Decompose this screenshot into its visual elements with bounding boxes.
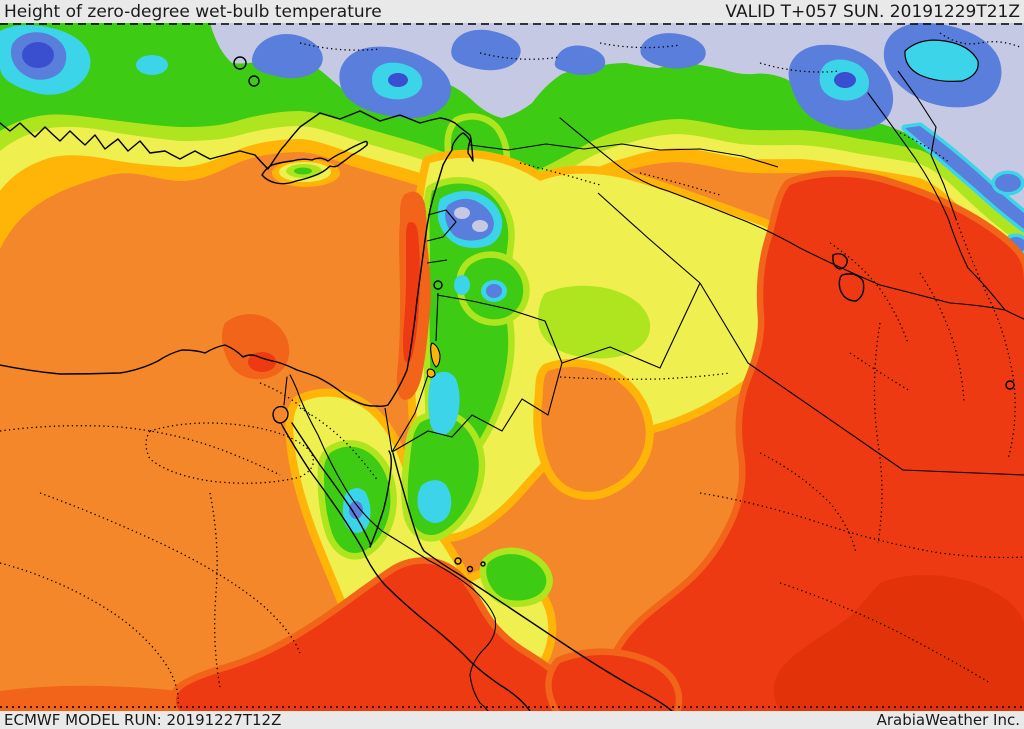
tiran-islet-1 [454, 557, 462, 565]
east-anatolia-navy-core [834, 72, 856, 88]
red-core-lebanon-coast [403, 222, 420, 363]
teal-midian-spot [417, 480, 452, 523]
dotted-saudi-4 [759, 452, 857, 554]
border-jordan-valley [435, 292, 439, 342]
dotted-jordan-saudi-east [559, 372, 731, 380]
band-green [0, 23, 1024, 230]
dotted-turkey-3 [599, 42, 681, 49]
dotted-iran-iraq [955, 218, 1016, 460]
tigris-river [867, 92, 1024, 320]
coastline-cyprus [261, 140, 368, 185]
border-lebanon [426, 209, 457, 264]
border-jordan-syria [436, 294, 563, 364]
dotted-egypt-1 [0, 425, 281, 476]
dotted-turkey-5 [899, 132, 951, 164]
north-band-stack [0, 23, 1024, 281]
border-iraq-saudi [699, 282, 1024, 476]
contour-map [0, 23, 1024, 711]
sea-of-galilee [433, 280, 443, 290]
dead-sea [426, 342, 441, 378]
zagros-blue-spot-1 [991, 170, 1024, 196]
euphrates-river [559, 117, 1006, 311]
dotted-sinai [299, 407, 379, 482]
gulf-of-suez-west-shore [282, 426, 531, 711]
dotted-saudi-2 [779, 582, 991, 684]
dotted-syria-2 [639, 172, 721, 196]
aegean-navy-core [22, 42, 54, 68]
dotted-turkey-2 [479, 52, 561, 60]
taurus-navy-core [388, 73, 408, 87]
central-anatolia-blue-1 [451, 29, 521, 71]
dotted-saudi-3 [873, 322, 883, 544]
tiran-islet-3 [480, 561, 486, 567]
dotted-turkey-4 [759, 62, 841, 73]
teal-judea-spot [428, 371, 460, 436]
suez-canal [280, 376, 288, 428]
cyprus-green-dot [294, 167, 312, 175]
lake-van [904, 39, 979, 82]
west-anatolia-cyan-spot [136, 55, 168, 75]
red-regions [0, 170, 1024, 711]
sinai-blue-core [349, 501, 363, 519]
green-red-sea-hills [479, 547, 553, 608]
cyprus-bullseye [272, 159, 340, 187]
red-core-delta-west [248, 352, 276, 372]
dark-red-corner [773, 574, 1024, 711]
orange-patch-east-jordan [533, 359, 654, 500]
dotted-syria-1 [519, 162, 601, 186]
dotted-border-layer [0, 32, 1024, 708]
zagros-blue-stripe [901, 122, 1024, 233]
solid-border-layer [384, 70, 1024, 476]
title-bar: Height of zero-degree wet-bulb temperatu… [0, 0, 1024, 23]
coastline-egypt-levant-anatolia [0, 110, 474, 408]
border-turkey-iran [897, 70, 957, 220]
nile-river [289, 374, 497, 711]
page-title: Height of zero-degree wet-bulb temperatu… [4, 1, 382, 22]
lebanon-lavender-core-1 [451, 204, 473, 222]
coastline-layer [0, 39, 1024, 711]
brand-label: ArabiaWeather Inc. [876, 711, 1020, 729]
gulf-of-aqaba-east-shore [392, 452, 673, 711]
tiran-islet-2 [466, 565, 474, 573]
model-run-label: ECMWF MODEL RUN: 20191227T12Z [4, 711, 282, 729]
dotted-egypt-2 [39, 492, 301, 654]
dotted-qattara-loop [145, 422, 314, 484]
dotted-iraq-1 [829, 242, 909, 344]
taurus-blue-1 [251, 33, 323, 79]
border-egypt-israel [384, 407, 393, 453]
lake-tharthar [832, 252, 865, 302]
gulf-of-suez-east-shore-sinai [291, 422, 392, 548]
map-canvas [0, 23, 1024, 711]
lebanon-lavender-core-2 [469, 217, 491, 235]
central-anatolia-blue-3 [640, 33, 706, 69]
levant-green-highlands [317, 177, 553, 608]
druze-blue-core [486, 284, 502, 298]
border-israel-jordan-arava [391, 374, 429, 453]
bitter-lakes [272, 405, 289, 424]
lake-egirdir [233, 56, 247, 70]
lake-beysehir [248, 75, 260, 87]
central-anatolia-blue-2 [554, 45, 606, 75]
border-jordan-saudi-zigzag [391, 282, 701, 453]
dotted-turkey-1 [299, 42, 381, 51]
lake-razazza [1005, 380, 1015, 390]
dotted-iraq-2 [919, 272, 965, 404]
footer-bar: ECMWF MODEL RUN: 20191227T12Z ArabiaWeat… [0, 711, 1024, 729]
yellow-green-patch-east-damascus [538, 285, 651, 359]
border-syria-iraq [597, 192, 701, 284]
red-tongue-bottom-center [545, 648, 683, 711]
valid-time-label: VALID T+057 SUN. 20191229T21Z [725, 1, 1020, 22]
north-band-cores [0, 23, 1024, 257]
galilee-cyan-spot [454, 275, 470, 295]
dotted-saudi-1 [699, 492, 1024, 559]
border-turkey-syria [469, 143, 779, 168]
